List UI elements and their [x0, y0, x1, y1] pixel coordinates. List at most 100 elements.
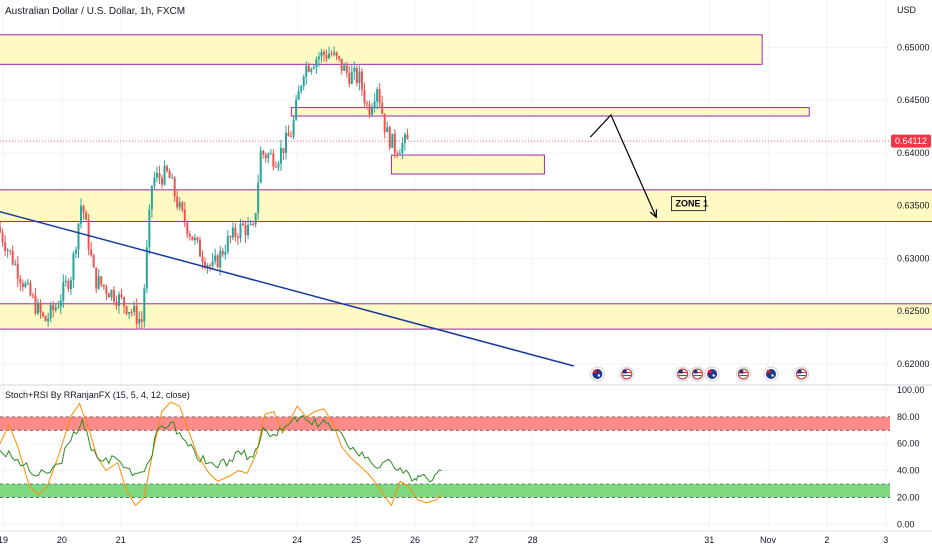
- candle-body: [219, 250, 222, 268]
- candle-body: [186, 222, 189, 235]
- candle-body: [295, 99, 298, 120]
- candle-body: [262, 150, 265, 155]
- candle-body: [102, 284, 105, 287]
- candle-body: [272, 153, 275, 167]
- au-flag-icon[interactable]: [763, 366, 779, 382]
- candle-body: [398, 153, 401, 155]
- candle-body: [353, 67, 356, 72]
- candle-body: [371, 107, 374, 115]
- candle-body: [82, 205, 85, 213]
- price-tick-label: 0.65000: [897, 42, 930, 52]
- candle-body: [310, 68, 313, 72]
- candle-body: [29, 282, 32, 296]
- candle-body: [396, 152, 399, 154]
- candle-body: [325, 55, 328, 59]
- candle-body: [312, 67, 315, 69]
- candle-body: [1, 232, 4, 243]
- candle-body: [163, 165, 166, 185]
- price-tick-label: 0.64000: [897, 148, 930, 158]
- us-flag-icon[interactable]: [619, 366, 635, 382]
- date-tick-label: 31: [704, 535, 714, 545]
- candle-body: [376, 89, 379, 102]
- candle-body: [120, 294, 123, 298]
- candle-body: [368, 104, 371, 115]
- osc-tick-label: 20.00: [897, 492, 920, 502]
- us-flag-icon[interactable]: [675, 366, 691, 382]
- candle-body: [0, 226, 2, 233]
- candle-body: [166, 165, 169, 172]
- oscillator-pane[interactable]: Stoch+RSI By RRanjanFX (15, 5, 4, 12, cl…: [0, 385, 925, 529]
- projection-line: [589, 113, 657, 218]
- price-axis[interactable]: USD 0.650000.645000.640000.635000.630000…: [891, 5, 931, 369]
- oscillator-grid: [0, 389, 890, 525]
- flag-canton: [593, 370, 597, 373]
- candle-body: [85, 212, 88, 220]
- zone-rect: [0, 189, 932, 223]
- au-flag-icon[interactable]: [704, 366, 720, 382]
- candle-body: [44, 316, 47, 322]
- projection-arrowhead: [649, 209, 658, 219]
- economic-event-markers[interactable]: [589, 366, 810, 382]
- candle-body: [229, 236, 232, 238]
- date-tick-label: 3: [883, 535, 888, 545]
- us-flag-icon[interactable]: [735, 366, 751, 382]
- candle-body: [373, 101, 376, 108]
- flag-star: [597, 374, 601, 377]
- projection-arrow[interactable]: [589, 113, 658, 219]
- candle-body: [176, 196, 179, 208]
- candle-body: [236, 236, 239, 239]
- candle-body: [209, 265, 212, 267]
- date-tick-labels: 192021242526272831Nov234789: [0, 535, 888, 545]
- price-tick-label: 0.62000: [897, 359, 930, 369]
- supply-demand-zones[interactable]: [0, 34, 932, 330]
- candle-body: [57, 306, 60, 308]
- candle-body: [69, 280, 72, 290]
- candle-body: [153, 177, 156, 186]
- date-tick-label: 19: [0, 535, 8, 545]
- price-tick-label: 0.63500: [897, 201, 930, 211]
- candle-body: [264, 154, 267, 159]
- au-flag-icon[interactable]: [589, 366, 605, 382]
- last-price-badge: 0.64112: [891, 134, 931, 148]
- date-tick-label: 21: [116, 535, 126, 545]
- zone-1-label-box[interactable]: ZONE 1: [671, 196, 709, 212]
- candle-body: [333, 52, 336, 55]
- candle-body: [224, 252, 227, 255]
- flag-canton: [693, 370, 698, 374]
- date-tick-label: 28: [528, 535, 538, 545]
- candle-body: [143, 288, 146, 322]
- candle-body: [155, 173, 158, 178]
- candle-body: [37, 302, 40, 314]
- candle-body: [277, 163, 280, 168]
- candle-body: [74, 249, 77, 254]
- candle-body: [117, 294, 120, 306]
- candle-body: [191, 236, 194, 241]
- candle-body: [330, 53, 333, 55]
- candle-body: [302, 76, 305, 87]
- price-tick-label: 0.63000: [897, 253, 930, 263]
- candle-body: [42, 312, 45, 317]
- candle-body: [234, 227, 237, 237]
- candle-body: [252, 223, 255, 225]
- symbol-title: Australian Dollar / U.S. Dollar, 1h, FXC…: [5, 6, 185, 17]
- candle-body: [138, 319, 141, 324]
- candle-body: [62, 282, 65, 301]
- us-flag-icon[interactable]: [689, 366, 705, 382]
- time-axis[interactable]: 192021242526272831Nov234789: [0, 530, 932, 545]
- candle-body: [338, 56, 341, 59]
- candle-body: [47, 318, 50, 322]
- candle-body: [328, 53, 331, 59]
- osc-tick-label: 100.00: [897, 385, 925, 395]
- candle-body: [279, 148, 282, 164]
- trendline[interactable]: [0, 210, 575, 367]
- candle-body: [133, 305, 136, 313]
- candle-body: [90, 249, 93, 256]
- zone-rect: [290, 107, 810, 117]
- us-flag-icon[interactable]: [794, 366, 810, 382]
- trendline-segment: [0, 210, 575, 367]
- candle-body: [112, 290, 115, 302]
- candle-body: [39, 302, 42, 313]
- candle-body: [19, 278, 22, 283]
- price-pane[interactable]: ZONE 1 Australian Dollar / U.S. Dollar, …: [0, 0, 932, 531]
